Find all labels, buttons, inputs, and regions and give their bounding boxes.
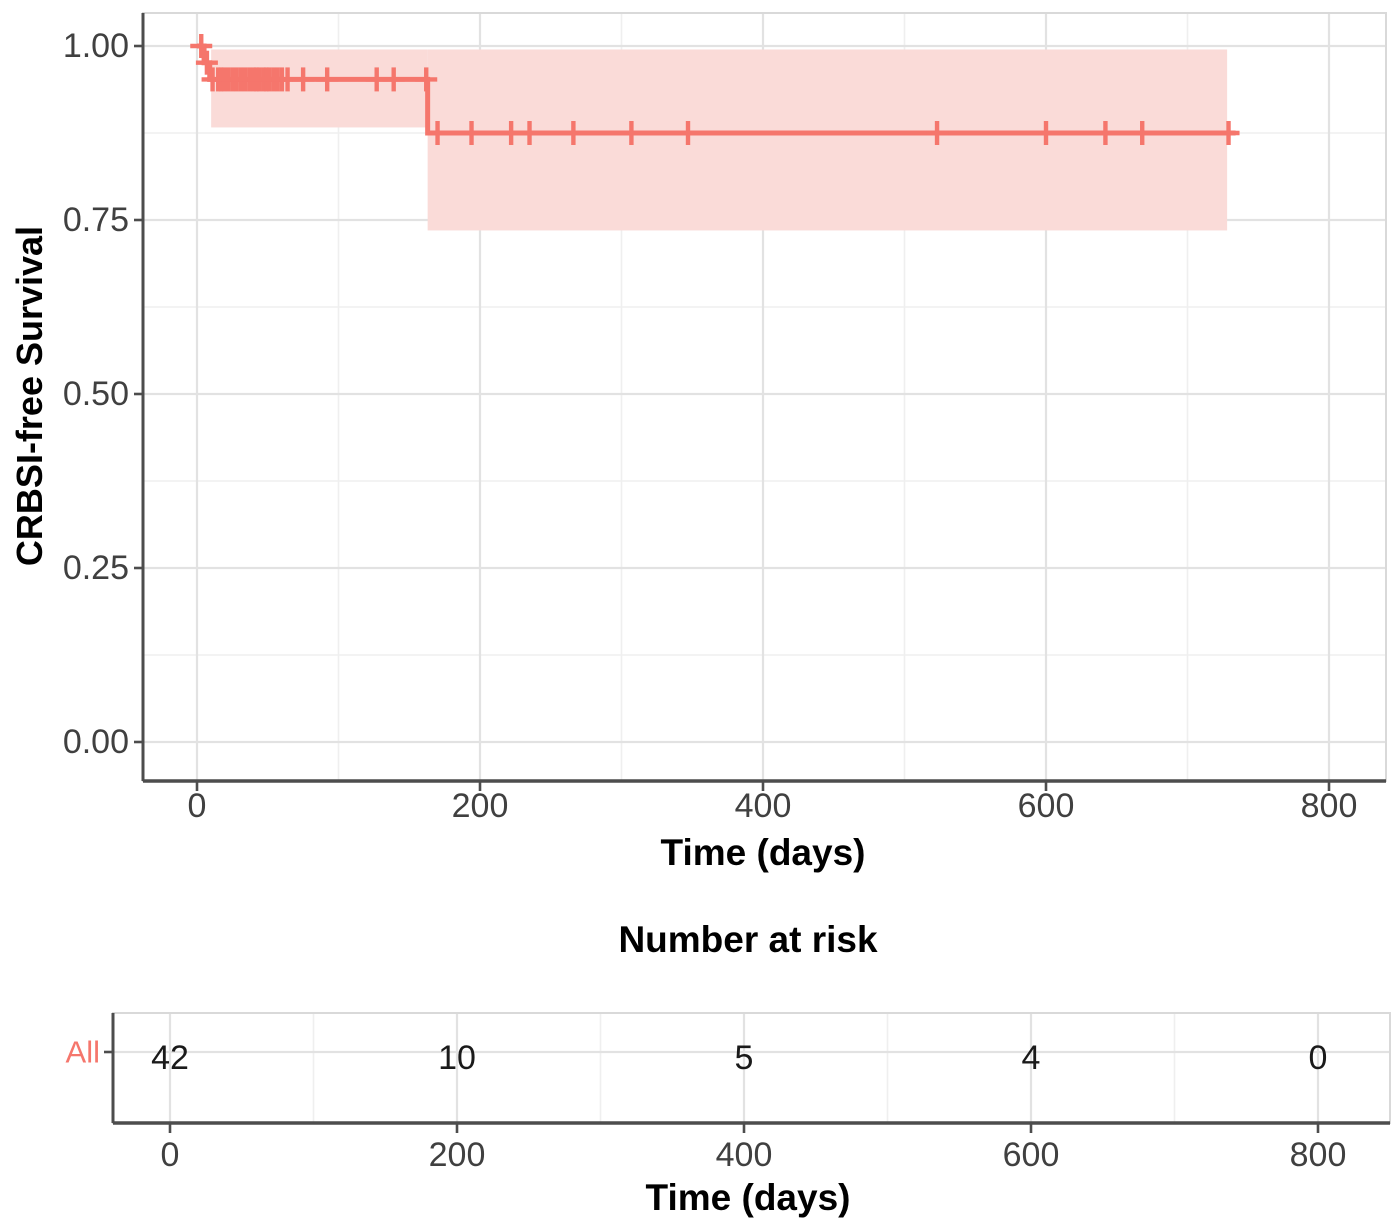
x-tick-label: 600 <box>1018 787 1075 825</box>
x-tick-label: 800 <box>1301 787 1358 825</box>
x-axis-title: Time (days) <box>660 832 866 873</box>
main-axis-ticks <box>134 44 1331 791</box>
risk-x-tick-label: 800 <box>1290 1136 1347 1174</box>
y-tick-label: 0.25 <box>63 549 129 587</box>
y-tick-label: 0.75 <box>63 201 129 239</box>
y-tick-label: 1.00 <box>63 27 129 65</box>
y-axis-title: CRBSI-free Survival <box>9 225 50 567</box>
risk-axis-ticks <box>168 1123 1320 1133</box>
risk-count: 42 <box>151 1039 189 1077</box>
risk-count: 10 <box>438 1039 476 1077</box>
risk-x-tick-label: 600 <box>1003 1136 1060 1174</box>
risk-grid-minor <box>312 1013 1176 1123</box>
y-tick-label: 0.50 <box>63 375 129 413</box>
censor-marks <box>190 34 1240 145</box>
risk-x-tick-label: 200 <box>429 1136 486 1174</box>
y-tick-label: 0.00 <box>63 723 129 761</box>
risk-x-axis-title: Time (days) <box>645 1177 851 1218</box>
x-tick-label: 200 <box>452 787 509 825</box>
risk-row-label: All <box>66 1035 100 1070</box>
risk-table-title: Number at risk <box>618 919 878 960</box>
confidence-band-segment <box>427 49 1228 231</box>
risk-panel <box>113 1013 1390 1123</box>
x-tick-label: 400 <box>735 787 792 825</box>
risk-count: 5 <box>735 1039 754 1077</box>
confidence-band <box>211 49 1228 231</box>
main-plot: 0 200 400 600 800 1.00 0.75 0.50 0.25 0.00 <box>63 12 1387 825</box>
risk-x-tick-label: 0 <box>161 1136 180 1174</box>
risk-count: 4 <box>1022 1039 1041 1077</box>
risk-x-tick-label: 400 <box>716 1136 773 1174</box>
risk-count: 0 <box>1309 1039 1328 1077</box>
risk-table: 42 10 5 4 0 All 0 200 400 600 800 <box>66 1012 1391 1174</box>
risk-grid-major <box>168 1013 1320 1123</box>
survival-curve <box>197 43 1236 136</box>
x-tick-label: 0 <box>188 787 207 825</box>
